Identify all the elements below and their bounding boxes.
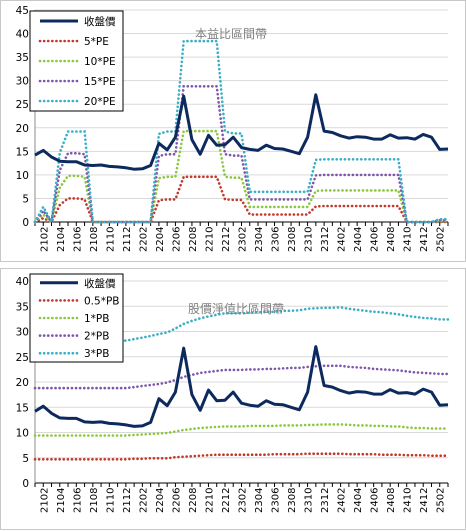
- x-tick-label: 2406: [370, 227, 381, 252]
- series-line-5: [33, 39, 450, 227]
- y-tick-label: 25: [16, 99, 29, 111]
- x-tick-label: 2202: [138, 488, 149, 513]
- y-tick-label: 30: [16, 76, 29, 88]
- x-tick-label: 2402: [337, 488, 348, 513]
- legend-label: 10*PE: [84, 56, 116, 68]
- x-tick-label: 2502: [436, 227, 447, 252]
- x-tick-label: 2404: [353, 488, 364, 513]
- series-line-4: [33, 364, 450, 390]
- y-tick-label: 20: [16, 123, 29, 135]
- legend-label: 5*PE: [84, 36, 109, 48]
- x-tick-label: 2408: [386, 227, 397, 252]
- x-tick-label: 2204: [155, 227, 166, 252]
- x-tick-label: 2308: [287, 227, 298, 252]
- x-tick-label: 2312: [320, 227, 331, 252]
- x-tick-label: 2110: [105, 488, 116, 513]
- x-tick-label: 2306: [271, 488, 282, 513]
- chart-title: 本益比區間帶: [195, 27, 267, 41]
- series-line-3: [33, 423, 450, 437]
- x-tick-label: 2410: [403, 227, 414, 252]
- y-tick-label: 35: [16, 52, 29, 64]
- y-tick-label: 40: [16, 29, 29, 41]
- x-tick-label: 2208: [188, 488, 199, 513]
- y-tick-label: 15: [16, 402, 29, 414]
- pe-band-chart-panel: 0 5 10 15 20 25 30 35 40 45 2102 2104 2106 2108 2110 21…: [0, 0, 466, 262]
- x-tick-label: 2212: [221, 488, 232, 513]
- x-tick-label: 2110: [105, 227, 116, 252]
- y-tick-label: 5: [22, 453, 29, 465]
- x-tick-label: 2412: [419, 227, 430, 252]
- legend-label: 收盤價: [84, 277, 116, 290]
- y-tick-label: 10: [16, 428, 29, 440]
- legend-label: 3*PB: [84, 348, 109, 360]
- x-tick-label: 2312: [320, 488, 331, 513]
- y-tick-label: 25: [16, 352, 29, 364]
- legend-label: 20*PE: [84, 96, 116, 108]
- x-tick-label: 2310: [304, 488, 315, 513]
- x-tick-label: 2412: [419, 488, 430, 513]
- y-tick-label: 40: [16, 276, 29, 288]
- x-tick-label: 2108: [89, 488, 100, 513]
- x-tick-label: 2308: [287, 488, 298, 513]
- chart-title: 股價淨值比區間帶: [188, 301, 284, 316]
- x-tick-label: 2304: [254, 227, 265, 252]
- pe-band-chart: 0 5 10 15 20 25 30 35 40 45 2102 2104 2106 2108 2110 21…: [16, 5, 450, 252]
- x-tick-label: 2310: [304, 227, 315, 252]
- x-tick-label: 2302: [238, 488, 249, 513]
- x-tick-label: 2402: [337, 227, 348, 252]
- y-tick-label: 15: [16, 146, 29, 158]
- x-tick-label: 2502: [436, 488, 447, 513]
- x-tick-label: 2104: [56, 227, 67, 252]
- series-line-3: [33, 129, 450, 225]
- x-tick-label: 2108: [89, 227, 100, 252]
- legend-label: 0.5*PB: [84, 295, 119, 307]
- x-tick-label: 2206: [171, 488, 182, 513]
- pb-band-chart: 0 5 10 15 20 25 30 35 40 2102 2104 2106 2108 2110 2112…: [16, 273, 450, 513]
- legend-label: 1*PB: [84, 313, 109, 325]
- x-tick-label: 2104: [56, 488, 67, 513]
- x-tick-label: 2208: [188, 227, 199, 252]
- series-line-4: [33, 85, 450, 226]
- series-line-1: [34, 93, 449, 171]
- x-tick-label: 2102: [39, 488, 50, 513]
- legend-label: 收盤價: [84, 15, 116, 28]
- x-tick-label: 2410: [403, 488, 414, 513]
- y-tick-label: 45: [16, 5, 29, 17]
- x-tick-label: 2112: [122, 227, 133, 252]
- x-tick-label: 2406: [370, 488, 381, 513]
- x-tick-label: 2302: [238, 227, 249, 252]
- y-tick-label: 0: [22, 217, 29, 229]
- series-line-1: [34, 345, 449, 428]
- x-tick-label: 2408: [386, 488, 397, 513]
- series-line-2: [33, 452, 450, 461]
- x-tick-label: 2404: [353, 227, 364, 252]
- x-tick-label: 2102: [39, 227, 50, 252]
- y-tick-label: 5: [22, 193, 29, 205]
- y-tick-label: 10: [16, 170, 29, 182]
- x-tick-label: 2106: [72, 227, 83, 252]
- x-tick-label: 2204: [155, 488, 166, 513]
- x-tick-label: 2306: [271, 227, 282, 252]
- x-tick-label: 2210: [204, 488, 215, 513]
- x-tick-label: 2304: [254, 488, 265, 513]
- legend-label: 2*PB: [84, 331, 109, 343]
- x-tick-label: 2212: [221, 227, 232, 252]
- x-tick-label: 2202: [138, 227, 149, 252]
- y-tick-label: 0: [22, 478, 29, 490]
- x-tick-label: 2206: [171, 227, 182, 252]
- x-tick-label: 2210: [204, 227, 215, 252]
- pb-band-chart-panel: 0 5 10 15 20 25 30 35 40 2102 2104 2106 2108 2110 2112…: [0, 268, 466, 530]
- y-tick-label: 35: [16, 301, 29, 313]
- legend-label: 15*PE: [84, 76, 116, 88]
- series-line-2: [33, 175, 450, 224]
- x-tick-label: 2112: [122, 488, 133, 513]
- y-tick-label: 30: [16, 327, 29, 339]
- x-tick-label: 2106: [72, 488, 83, 513]
- y-tick-label: 20: [16, 377, 29, 389]
